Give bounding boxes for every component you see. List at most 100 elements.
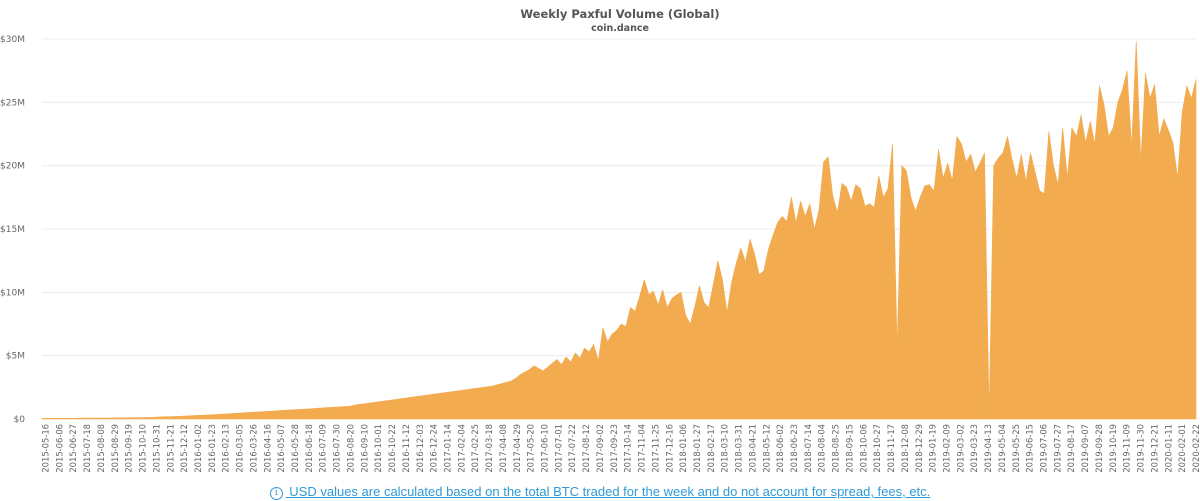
x-tick-label: 2016-05-28 (290, 424, 300, 473)
x-tick-label: 2017-07-01 (553, 424, 563, 473)
x-tick-label: 2018-03-10 (720, 424, 730, 473)
x-tick-label: 2018-03-31 (734, 424, 744, 473)
x-tick-label: 2018-12-29 (914, 424, 924, 473)
x-tick-label: 2016-01-23 (207, 424, 217, 473)
x-tick-label: 2018-08-04 (817, 424, 827, 473)
x-tick-label: 2018-05-12 (761, 424, 771, 473)
x-tick-label: 2015-07-18 (82, 424, 92, 473)
usd-disclaimer-text: USD values are calculated based on the t… (285, 484, 931, 499)
x-tick-label: 2016-12-03 (415, 424, 425, 473)
x-tick-label: 2019-01-19 (928, 424, 938, 473)
x-tick-label: 2018-07-14 (803, 424, 813, 473)
x-tick-label: 2015-08-29 (110, 424, 120, 473)
x-tick-label: 2016-06-18 (304, 424, 314, 473)
x-tick-label: 2019-04-13 (983, 424, 993, 473)
x-tick-label: 2017-02-25 (470, 424, 480, 473)
gridlines (42, 38, 1196, 420)
x-tick-label: 2017-01-14 (443, 424, 453, 473)
x-tick-label: 2018-01-06 (678, 424, 688, 473)
x-tick-label: 2016-11-12 (401, 424, 411, 473)
x-tick-label: 2018-01-27 (692, 424, 702, 473)
x-tick-label: 2015-08-08 (96, 424, 106, 473)
x-tick-label: 2016-10-01 (373, 424, 383, 473)
x-tick-label: 2016-05-07 (276, 424, 286, 473)
x-tick-label: 2019-05-25 (1011, 424, 1021, 473)
y-tick-label: $25M (0, 98, 25, 108)
x-tick-label: 2017-10-14 (623, 424, 633, 473)
x-tick-label: 2016-01-02 (193, 424, 203, 473)
chart-title: Weekly Paxful Volume (Global) (520, 7, 719, 21)
x-tick-label: 2017-11-25 (650, 424, 660, 473)
x-tick-label: 2015-09-19 (124, 424, 134, 473)
x-tick-label: 2016-07-30 (332, 424, 342, 473)
x-tick-label: 2016-04-16 (262, 424, 272, 473)
x-tick-label: 2020-02-01 (1177, 424, 1187, 473)
y-tick-label: $30M (0, 35, 25, 45)
x-tick-label: 2019-09-28 (1094, 424, 1104, 473)
x-tick-label: 2018-12-08 (900, 424, 910, 473)
x-tick-label: 2015-06-06 (54, 424, 64, 473)
x-tick-label: 2019-06-15 (1025, 424, 1035, 473)
x-tick-label: 2019-07-27 (1052, 424, 1062, 473)
x-tick-label: 2018-10-27 (872, 424, 882, 473)
x-tick-label: 2015-06-27 (68, 424, 78, 473)
x-tick-label: 2019-08-17 (1066, 424, 1076, 473)
x-tick-label: 2015-05-16 (41, 424, 51, 473)
x-tick-label: 2020-01-11 (1163, 424, 1173, 473)
x-tick-label: 2017-12-16 (664, 424, 674, 473)
series-area-weekly-volume[interactable] (41, 41, 1197, 420)
x-tick-label: 2019-11-30 (1136, 424, 1146, 473)
usd-disclaimer-link[interactable]: i USD values are calculated based on the… (0, 484, 1200, 500)
x-tick-label: 2017-08-12 (581, 424, 591, 473)
x-tick-label: 2016-08-20 (346, 424, 356, 473)
x-tick-label: 2016-03-26 (248, 424, 258, 473)
x-tick-label: 2017-02-04 (456, 424, 466, 473)
y-axis: $0 $5M $10M $15M $20M $25M $30M (0, 35, 25, 425)
x-tick-label: 2019-07-06 (1039, 424, 1049, 473)
x-tick-label: 2019-10-19 (1108, 424, 1118, 473)
x-tick-label: 2016-09-10 (359, 424, 369, 473)
y-tick-label: $20M (0, 162, 25, 172)
x-tick-label: 2018-04-21 (747, 424, 757, 473)
x-tick-label: 2017-11-04 (637, 424, 647, 473)
y-tick-label: $10M (0, 288, 25, 298)
x-tick-label: 2017-04-29 (512, 424, 522, 473)
x-tick-label: 2018-08-25 (831, 424, 841, 473)
x-tick-label: 2018-06-23 (789, 424, 799, 473)
info-icon: i (269, 487, 283, 500)
x-tick-label: 2015-10-10 (138, 424, 148, 473)
series-area-layer[interactable] (41, 41, 1197, 420)
y-tick-label: $0 (14, 415, 26, 425)
x-tick-label: 2019-03-23 (969, 424, 979, 473)
x-tick-label: 2019-11-09 (1122, 424, 1132, 473)
y-tick-label: $15M (0, 225, 25, 235)
x-tick-label: 2020-02-22 (1191, 424, 1200, 473)
chart-subtitle: coin.dance (591, 23, 649, 34)
x-tick-label: 2019-05-04 (997, 424, 1007, 473)
x-tick-label: 2016-03-05 (235, 424, 245, 473)
x-tick-label: 2017-04-08 (498, 424, 508, 473)
x-tick-label: 2017-07-22 (567, 424, 577, 473)
x-tick-label: 2019-12-21 (1149, 424, 1159, 473)
x-tick-label: 2018-11-17 (886, 424, 896, 473)
x-tick-label: 2015-10-31 (151, 424, 161, 473)
x-tick-label: 2017-03-18 (484, 424, 494, 473)
x-tick-label: 2018-02-17 (706, 424, 716, 473)
x-tick-label: 2015-11-21 (165, 424, 175, 473)
x-axis: 2015-05-16 2015-06-06 2015-06-27 2015-07-18… (41, 424, 1200, 473)
x-tick-label: 2018-09-15 (845, 424, 855, 473)
x-tick-label: 2016-07-09 (318, 424, 328, 473)
x-tick-label: 2018-10-06 (858, 424, 868, 473)
x-tick-label: 2018-06-02 (775, 424, 785, 473)
x-tick-label: 2017-05-20 (526, 424, 536, 473)
x-tick-label: 2016-10-22 (387, 424, 397, 473)
x-tick-label: 2019-09-07 (1080, 424, 1090, 473)
y-tick-label: $5M (6, 352, 25, 362)
x-tick-label: 2017-06-10 (540, 424, 550, 473)
x-tick-label: 2019-02-09 (942, 424, 952, 473)
x-tick-label: 2017-09-23 (609, 424, 619, 473)
x-tick-label: 2015-12-12 (179, 424, 189, 473)
x-tick-label: 2016-12-24 (429, 424, 439, 473)
area-chart: Weekly Paxful Volume (Global) coin.dance… (0, 7, 1200, 473)
